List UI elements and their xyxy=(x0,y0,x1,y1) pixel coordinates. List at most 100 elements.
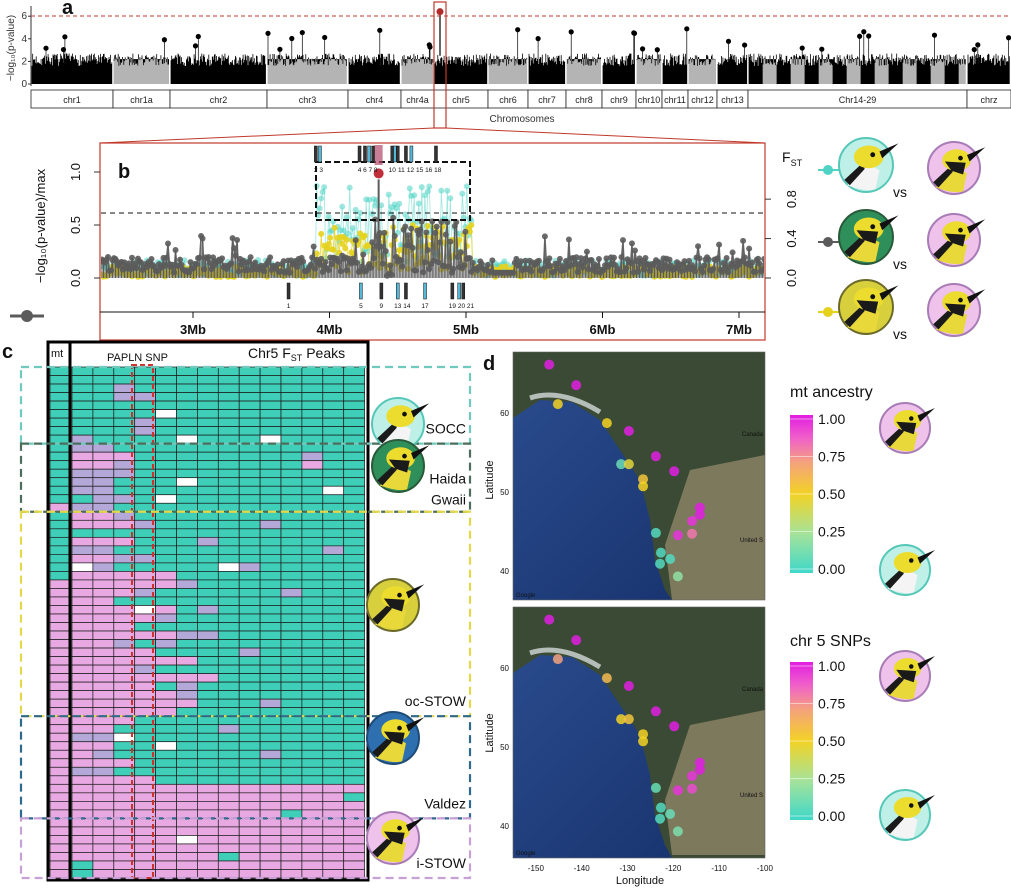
chr-points-chr12 xyxy=(688,54,716,66)
heatmap-cell xyxy=(238,451,261,462)
heatmap-cell xyxy=(71,783,94,794)
gene-marker-top xyxy=(434,145,438,163)
heatmap-cell xyxy=(176,375,198,385)
heatmap-cell xyxy=(238,852,261,862)
gene-marker-bottom xyxy=(404,282,408,300)
heatmap-cell xyxy=(197,800,219,811)
heatmap-cell xyxy=(92,554,115,564)
series-point-1 xyxy=(678,267,685,274)
heatmap-cell xyxy=(343,579,365,589)
heatmap-cell xyxy=(176,392,198,402)
site-point xyxy=(669,721,680,732)
heatmap-cell xyxy=(259,656,282,666)
map-2: Canada United S Google xyxy=(513,607,765,858)
panel-b-ylabel: −log₁₀(p-value)/max xyxy=(33,168,48,283)
site-point xyxy=(665,808,676,819)
heatmap-cell xyxy=(197,843,219,853)
heatmap-cell xyxy=(322,835,345,845)
series-point-0 xyxy=(424,188,431,195)
heatmap-cell xyxy=(217,826,240,836)
heatmap-cell xyxy=(259,528,282,538)
heatmap-cell xyxy=(238,698,261,709)
heatmap-cell xyxy=(197,443,219,453)
heatmap-cell xyxy=(49,468,70,479)
heatmap-cell xyxy=(71,860,94,870)
heatmap-cell xyxy=(197,605,219,615)
heatmap-cell xyxy=(322,400,345,410)
heatmap-cell xyxy=(71,511,94,521)
heatmap-cell xyxy=(155,588,177,598)
heatmap-cell xyxy=(217,613,240,623)
heatmap-cell xyxy=(176,400,198,410)
snp-point xyxy=(535,36,541,42)
zoom-connector-right xyxy=(445,127,766,144)
heatmap-cell xyxy=(238,681,261,691)
series-point-1 xyxy=(125,260,132,267)
heatmap-cell xyxy=(301,826,324,836)
heatmap-cell xyxy=(49,400,70,410)
chromosome-label: chr8 xyxy=(575,95,593,105)
legend-dot-2 xyxy=(823,307,833,317)
chr-points-chr9 xyxy=(602,53,635,84)
snp-point xyxy=(971,46,977,53)
heatmap-cell xyxy=(238,724,261,734)
right-ytick-label: 0.8 xyxy=(784,190,799,208)
bird-beak xyxy=(406,717,425,732)
heatmap-cell xyxy=(92,741,115,751)
heatmap-cell xyxy=(322,426,345,436)
socc-bird-icon xyxy=(879,789,935,841)
heatmap-cell xyxy=(71,426,94,436)
chromosome-label: chr1a xyxy=(130,95,153,105)
bird-beak xyxy=(879,143,899,159)
series-point-1 xyxy=(178,261,185,268)
heatmap-cell xyxy=(49,366,70,376)
heatmap-cell xyxy=(280,826,303,836)
heatmap-cell xyxy=(92,792,115,802)
heatmap-cell xyxy=(49,596,70,606)
heatmap-cell xyxy=(71,835,94,845)
series-point-1 xyxy=(322,258,329,265)
heatmap-cell xyxy=(259,426,282,436)
heatmap-cell xyxy=(71,443,94,453)
series-point-1 xyxy=(249,266,256,273)
heatmap-cell xyxy=(301,400,324,410)
series-point-1 xyxy=(749,259,756,266)
heatmap-cell xyxy=(322,792,345,802)
heatmap-cell xyxy=(155,477,177,487)
heatmap-cell xyxy=(343,869,365,879)
group-label: i-STOW xyxy=(416,855,466,871)
heatmap-cell xyxy=(238,400,261,410)
heatmap-cell xyxy=(49,562,70,572)
gene-marker-top xyxy=(314,145,318,163)
heatmap-cell xyxy=(301,485,324,496)
series-point-1 xyxy=(412,267,419,274)
heatmap-cell xyxy=(343,647,365,657)
heatmap-cell xyxy=(176,519,198,530)
heatmap-cell xyxy=(259,383,282,393)
series-point-1 xyxy=(628,240,635,247)
heatmap-cell xyxy=(322,766,345,777)
bird-eye xyxy=(397,725,402,731)
gene-marker-top xyxy=(363,145,367,163)
lat-tick-label: 60 xyxy=(500,409,509,418)
lon-tick-label: -110 xyxy=(711,864,727,873)
heatmap-cell xyxy=(238,613,261,623)
chromosome-label: Chr14-29 xyxy=(839,95,877,105)
gene-label-top: 11 xyxy=(398,167,405,174)
series-point-1 xyxy=(294,263,301,270)
arid-region xyxy=(665,455,765,600)
heatmap-cell xyxy=(155,843,177,853)
heatmap-cell xyxy=(49,732,70,743)
heatmap-cell xyxy=(259,783,282,794)
heatmap-cell xyxy=(197,707,219,717)
heatmap-cell xyxy=(217,766,240,777)
chr-background-chr12 xyxy=(688,59,716,84)
heatmap-cell xyxy=(197,417,219,427)
heatmap-cell xyxy=(92,596,115,606)
oc-stow-bird-icon xyxy=(838,279,899,335)
heatmap-cell xyxy=(217,409,240,419)
series-point-1 xyxy=(201,266,208,273)
site-point xyxy=(623,681,634,691)
heatmap-cell xyxy=(92,681,115,691)
heatmap-cell xyxy=(197,613,219,623)
